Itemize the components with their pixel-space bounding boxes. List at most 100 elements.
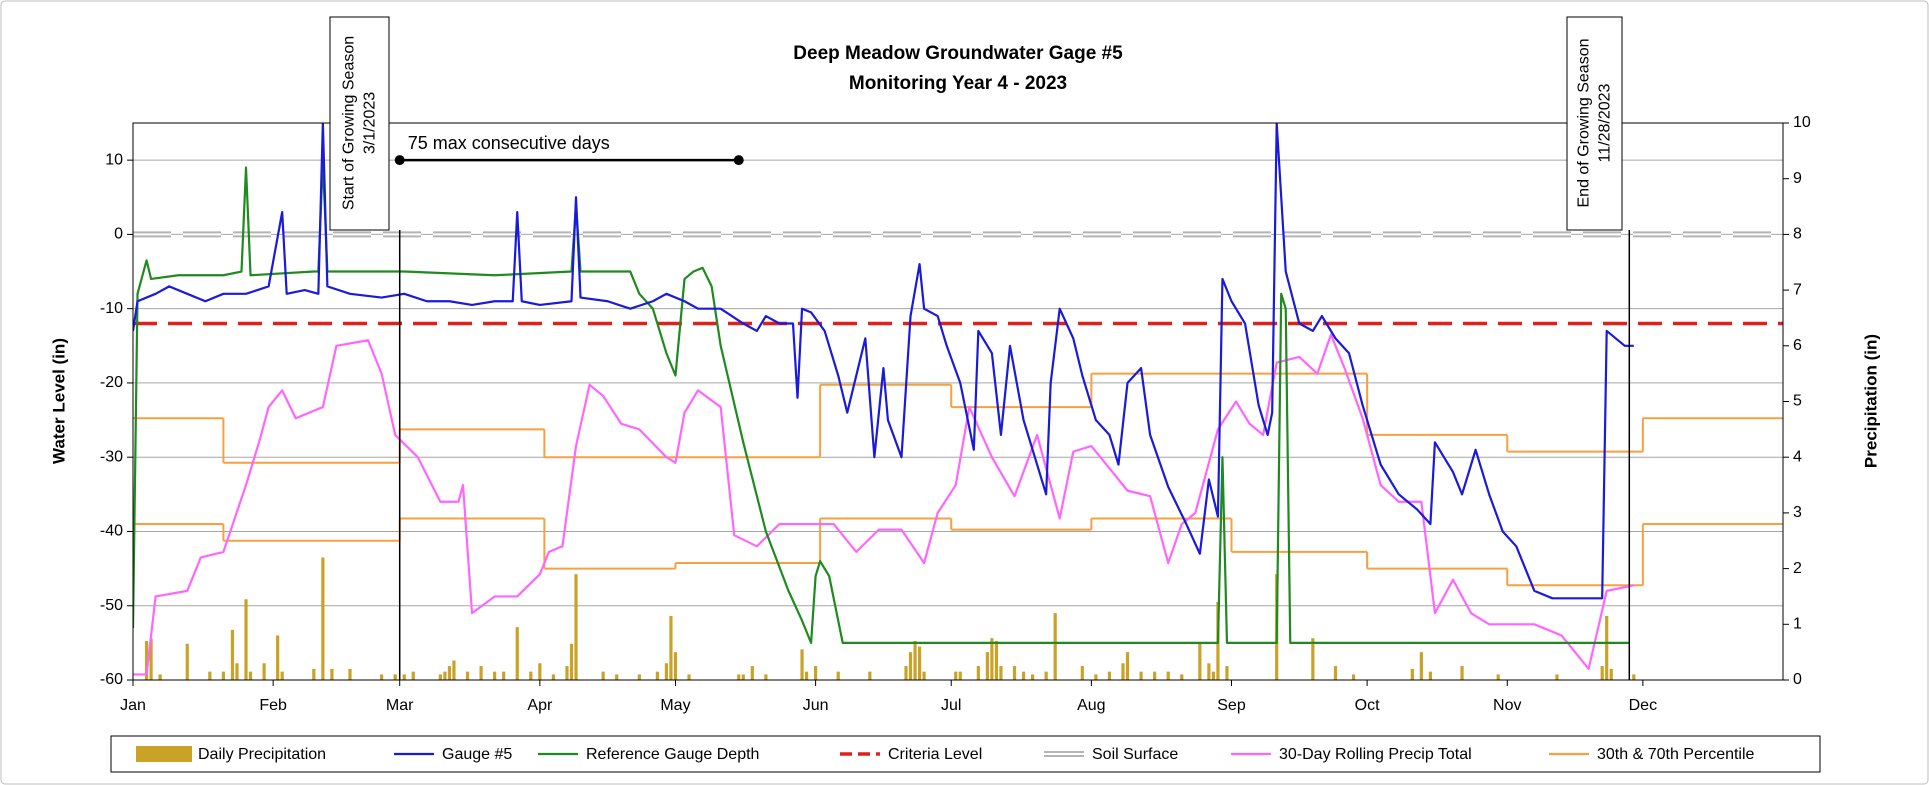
series-line: [133, 159, 1630, 644]
legend-label: Criteria Level: [888, 746, 982, 763]
precip-bar: [221, 671, 226, 680]
x-tick-label: Nov: [1493, 697, 1521, 714]
precip-bar: [1410, 668, 1414, 680]
precip-bar: [574, 574, 578, 680]
precip-bar: [447, 666, 452, 680]
precip-bar: [1080, 666, 1084, 680]
precip-bar: [1021, 671, 1026, 680]
x-tick-label: Jan: [120, 697, 146, 714]
precip-bar: [1496, 674, 1500, 680]
precip-bar: [569, 643, 574, 680]
precip-bar: [1094, 674, 1098, 680]
plot-border: [132, 122, 1784, 681]
precip-bar: [438, 674, 442, 680]
precip-bar: [312, 668, 316, 680]
y-tick-label: -20: [100, 374, 123, 391]
y2-axis-label: Precipitation (in): [1861, 334, 1880, 468]
precip-bar: [276, 635, 280, 680]
precip-bar: [443, 671, 447, 680]
y2-tick-label: 0: [1793, 671, 1802, 688]
precip-bar: [551, 674, 556, 680]
precip-bar: [208, 671, 212, 680]
precip-bar: [1053, 613, 1057, 680]
precip-bar: [1211, 671, 1216, 680]
legend-swatch: [136, 746, 192, 762]
precip-bar: [1121, 663, 1125, 680]
precip-bar: [515, 627, 519, 680]
precip-bar: [954, 671, 958, 680]
precip-bar: [1125, 652, 1130, 680]
precip-bar: [908, 652, 913, 680]
precip-bar: [1166, 671, 1170, 680]
x-tick-label: Dec: [1629, 697, 1657, 714]
span-label: 75 max consecutive days: [408, 133, 610, 153]
annotation-text: End of Growing Season: [1576, 39, 1593, 208]
precip-bar: [411, 671, 415, 680]
precip-bar: [814, 666, 818, 680]
y-tick-label: -40: [100, 523, 123, 540]
y2-tick-label: 5: [1793, 393, 1802, 410]
precip-bar: [1333, 666, 1338, 680]
legend-label: Gauge #5: [442, 746, 512, 763]
y2-tick-label: 7: [1793, 281, 1802, 298]
precip-bar: [1351, 674, 1356, 680]
precip-bar: [1012, 666, 1017, 680]
precip-bar: [330, 668, 334, 680]
precip-bar: [465, 671, 470, 680]
precip-bar: [836, 671, 840, 680]
precip-bar: [185, 643, 189, 680]
span-end: [733, 155, 744, 166]
series-line: [133, 333, 1635, 676]
precip-bar: [244, 599, 248, 680]
precip-bar: [158, 674, 162, 680]
y2-tick-label: 2: [1793, 560, 1802, 577]
precip-bar: [994, 641, 999, 680]
x-tick-label: Oct: [1355, 697, 1380, 714]
precip-bar: [529, 671, 533, 680]
precip-bar: [741, 674, 745, 680]
precip-bar: [1153, 671, 1157, 680]
precip-bar: [1632, 674, 1636, 680]
chart-subtitle: Monitoring Year 4 - 2023: [849, 73, 1067, 94]
x-tick-label: Aug: [1077, 697, 1105, 714]
legend-label: Daily Precipitation: [198, 746, 326, 763]
precip-bar: [750, 666, 754, 680]
annotation-box: [1566, 16, 1623, 231]
precip-bar: [1311, 638, 1315, 680]
precip-bar: [1139, 671, 1143, 680]
precip-bar: [990, 638, 994, 680]
precip-bar: [958, 671, 962, 680]
precip-bar: [393, 674, 397, 680]
precip-bar: [493, 671, 497, 680]
precip-bar: [673, 652, 678, 680]
precip-bar: [452, 660, 456, 680]
precip-bar: [976, 666, 980, 680]
precip-bar: [655, 671, 659, 680]
precip-bar: [1419, 652, 1423, 680]
y-tick-label: -60: [100, 671, 123, 688]
precip-bar: [230, 629, 235, 680]
precip-bar: [999, 666, 1003, 680]
y2-tick-label: 4: [1793, 448, 1802, 465]
precip-bar: [669, 615, 673, 680]
y2-tick-label: 8: [1793, 226, 1802, 243]
x-tick-label: Mar: [386, 697, 414, 714]
precip-bar: [800, 649, 804, 680]
precip-bar: [637, 674, 641, 680]
y-tick-label: 0: [114, 226, 123, 243]
y-tick-label: -10: [100, 300, 123, 317]
precip-bar: [764, 674, 768, 680]
precip-bar: [1225, 666, 1229, 680]
x-tick-label: May: [660, 697, 690, 714]
x-tick-label: Jun: [803, 697, 829, 714]
precip-bar: [538, 663, 542, 680]
precip-bar: [502, 671, 506, 680]
precip-bar: [348, 668, 352, 680]
precip-bar: [479, 666, 483, 680]
y-axis-label: Water Level (in): [49, 338, 68, 464]
x-tick-label: Sep: [1217, 697, 1246, 714]
precip-bar: [321, 557, 325, 680]
precip-bar: [804, 671, 809, 680]
precip-bar: [985, 652, 989, 680]
